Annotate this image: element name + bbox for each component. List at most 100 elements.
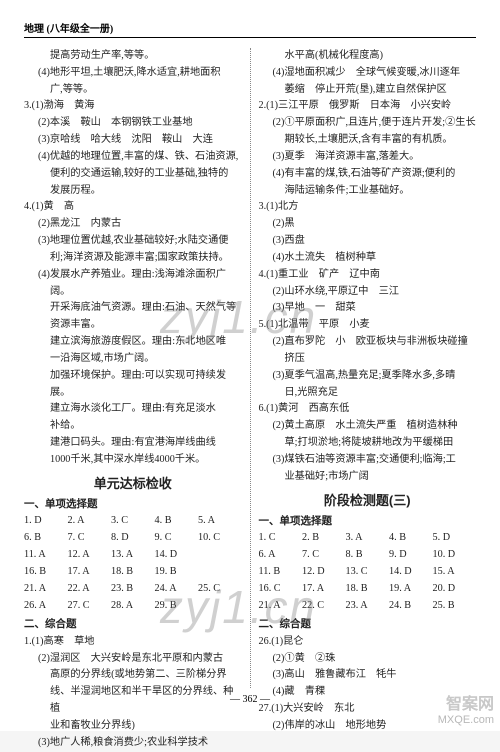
text-line: (2)黄土高原 水土流失严重 植树造林种 bbox=[259, 418, 477, 435]
page-header: 地理 (八年级全一册) bbox=[24, 20, 476, 38]
mc-cell: 6. B bbox=[24, 530, 68, 547]
mc-cell: 22. C bbox=[302, 598, 346, 615]
text-line: 3.(1)渤海 黄海 bbox=[24, 98, 242, 115]
mc-row: 16. B17. A18. B19. B bbox=[24, 564, 242, 581]
mc-cell: 6. A bbox=[259, 547, 303, 564]
zh-title: 二、综合题 bbox=[259, 616, 477, 633]
mc-cell: 23. B bbox=[111, 581, 155, 598]
text-line: (2)①平原面积广,且连片,便于连片开发;②生长 bbox=[259, 115, 477, 132]
text-line: 萎缩 停止开荒(垦),建立自然保护区 bbox=[259, 82, 477, 99]
mc-cell: 9. C bbox=[155, 530, 199, 547]
corner-watermark: 智案网 MXQE.com bbox=[438, 695, 494, 727]
text-line: 便利的交通运输,较好的工业基础,独特的 bbox=[24, 166, 242, 183]
text-line: (4)水土流失 植树种草 bbox=[259, 250, 477, 267]
mc-row: 1. D2. A3. C4. B5. A bbox=[24, 513, 242, 530]
text-line: 业和畜牧业分界线) bbox=[24, 718, 242, 735]
stage-title: 阶段检测题(三) bbox=[259, 490, 477, 511]
text-line: (3)高山 雅鲁藏布江 牦牛 bbox=[259, 667, 477, 684]
text-line: (2)黑龙江 内蒙古 bbox=[24, 216, 242, 233]
mc-cell: 26. A bbox=[24, 598, 68, 615]
mc-cell: 17. A bbox=[302, 581, 346, 598]
text-line: 6.(1)黄河 西高东低 bbox=[259, 401, 477, 418]
mc-cell: 12. D bbox=[302, 564, 346, 581]
text-line: (4)地形平坦,土壤肥沃,降水适宜,耕地面积 bbox=[24, 65, 242, 82]
mc-cell: 20. D bbox=[433, 581, 477, 598]
mc-row: 6. A7. C8. B9. D10. D bbox=[259, 547, 477, 564]
text-line: (2)①黄 ②珠 bbox=[259, 651, 477, 668]
text-line: 建立滨海旅游度假区。理由:东北地区唯 bbox=[24, 334, 242, 351]
mc-cell: 19. A bbox=[389, 581, 433, 598]
mc-cell: 9. D bbox=[389, 547, 433, 564]
mc-cell: 13. C bbox=[346, 564, 390, 581]
mc-title: 一、单项选择题 bbox=[259, 513, 477, 530]
mc-cell: 21. A bbox=[24, 581, 68, 598]
text-line: 建立海水淡化工厂。理由:有充足淡水 bbox=[24, 401, 242, 418]
unit-title: 单元达标检收 bbox=[24, 473, 242, 494]
mc-cell: 5. D bbox=[433, 530, 477, 547]
text-line: 资源丰富。 bbox=[24, 317, 242, 334]
mc-cell: 19. B bbox=[155, 564, 199, 581]
text-line: 利;海洋资源及能源丰富;国家政策扶持。 bbox=[24, 250, 242, 267]
mc-cell bbox=[198, 547, 242, 564]
mc-cell: 8. D bbox=[111, 530, 155, 547]
text-line: 3.(1)北方 bbox=[259, 199, 477, 216]
text-line: (2)直布罗陀 小 欧亚板块与非洲板块碰撞 bbox=[259, 334, 477, 351]
text-line: (3)早地 一 甜菜 bbox=[259, 300, 477, 317]
text-line: (3)地理位置优越,农业基础较好;水陆交通便 bbox=[24, 233, 242, 250]
text-line: 期较长,土壤肥沃,含有丰富的有机质。 bbox=[259, 132, 477, 149]
text-line: (4)发展水产养殖业。理由:浅海滩涂面积广 bbox=[24, 267, 242, 284]
mc-cell: 16. B bbox=[24, 564, 68, 581]
mc-cell: 4. B bbox=[389, 530, 433, 547]
text-line: 建港口码头。理由:有宜港海岸线曲线 bbox=[24, 435, 242, 452]
text-line: 业基础好;市场广阔 bbox=[259, 469, 477, 486]
text-line: (3)煤铁石油等资源丰富;交通便利;临海;工 bbox=[259, 452, 477, 469]
mc-cell: 25. C bbox=[198, 581, 242, 598]
mc-cell: 14. D bbox=[389, 564, 433, 581]
mc-row: 11. A12. A13. A14. D bbox=[24, 547, 242, 564]
text-line: 一沿海区域,市场广阔。 bbox=[24, 351, 242, 368]
text-line: 发展历程。 bbox=[24, 183, 242, 200]
mc-cell: 2. B bbox=[302, 530, 346, 547]
mc-cell: 24. B bbox=[389, 598, 433, 615]
text-line: (3)夏季气温高,热量充足;夏季降水多,多晴 bbox=[259, 368, 477, 385]
mc-cell: 28. A bbox=[111, 598, 155, 615]
mc-cell: 8. B bbox=[346, 547, 390, 564]
text-line: (4)湿地面积减少 全球气候变暖,冰川逐年 bbox=[259, 65, 477, 82]
mc-row: 6. B7. C8. D9. C10. C bbox=[24, 530, 242, 547]
text-line: 4.(1)黄 高 bbox=[24, 199, 242, 216]
text-line: 开采海底油气资源。理由:石油、天然气等 bbox=[24, 300, 242, 317]
mc-cell: 17. A bbox=[68, 564, 112, 581]
mc-title: 一、单项选择题 bbox=[24, 496, 242, 513]
mc-cell: 7. C bbox=[68, 530, 112, 547]
text-line: 5.(1)北温带 平原 小麦 bbox=[259, 317, 477, 334]
mc-cell: 10. C bbox=[198, 530, 242, 547]
text-line: (2)黑 bbox=[259, 216, 477, 233]
mc-row: 11. B12. D13. C14. D15. A bbox=[259, 564, 477, 581]
mc-cell: 13. A bbox=[111, 547, 155, 564]
text-line: 高原的分界线(或地势第二、三阶梯分界 bbox=[24, 667, 242, 684]
text-line: (4)有丰富的煤,铁,石油等矿产资源;便利的 bbox=[259, 166, 477, 183]
text-line: 4.(1)重工业 矿产 辽中南 bbox=[259, 267, 477, 284]
text-line: (4)优越的地理位置,丰富的煤、铁、石油资源, bbox=[24, 149, 242, 166]
text-line: 补给。 bbox=[24, 418, 242, 435]
mc-row: 1. C2. B3. A4. B5. D bbox=[259, 530, 477, 547]
mc-cell: 23. A bbox=[346, 598, 390, 615]
mc-cell: 1. C bbox=[259, 530, 303, 547]
columns: 提高劳动生产率,等等。(4)地形平坦,土壤肥沃,降水适宜,耕地面积广,等等。3.… bbox=[24, 48, 476, 688]
mc-cell: 1. D bbox=[24, 513, 68, 530]
mc-cell: 3. C bbox=[111, 513, 155, 530]
mc-cell: 10. D bbox=[433, 547, 477, 564]
mc-cell: 27. C bbox=[68, 598, 112, 615]
mc-cell: 15. A bbox=[433, 564, 477, 581]
corner-watermark-top: 智案网 bbox=[438, 695, 494, 714]
mc-cell: 5. A bbox=[198, 513, 242, 530]
mc-row: 21. A22. C23. A24. B25. B bbox=[259, 598, 477, 615]
text-line: 线、半湿润地区和半干旱区的分界线、种植 bbox=[24, 684, 242, 718]
mc-row: 16. C17. A18. B19. A20. D bbox=[259, 581, 477, 598]
text-line: 加强环境保护。理由:可以实现可持续发 bbox=[24, 368, 242, 385]
text-line: (3)京哈线 哈大线 沈阳 鞍山 大连 bbox=[24, 132, 242, 149]
mc-cell: 21. A bbox=[259, 598, 303, 615]
mc-cell: 24. A bbox=[155, 581, 199, 598]
mc-cell: 4. B bbox=[155, 513, 199, 530]
text-line: 26.(1)昆仑 bbox=[259, 634, 477, 651]
